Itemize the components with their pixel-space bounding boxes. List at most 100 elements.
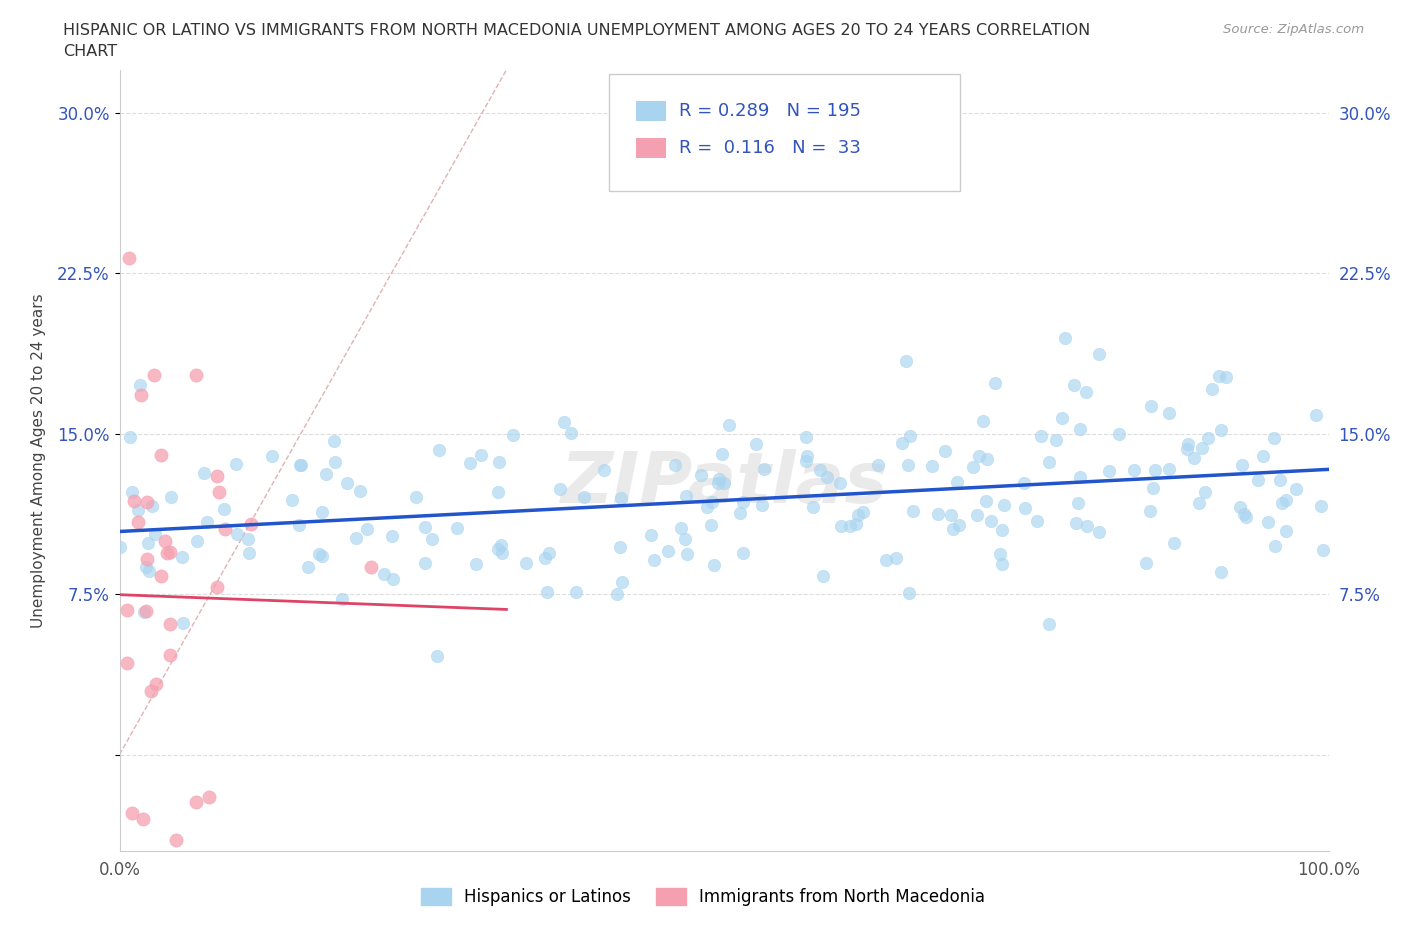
Point (794, 430, 817, 445)
Point (323, 454, 346, 469)
Point (1285, 482, 1308, 497)
Point (538, 545, 561, 560)
Point (939, 508, 962, 523)
Point (308, 547, 330, 562)
Point (972, 413, 994, 428)
Point (311, 548, 333, 563)
Point (108, 539, 131, 554)
Point (565, 585, 588, 600)
Point (336, 475, 359, 490)
Point (983, 376, 1005, 391)
Point (420, 532, 443, 547)
Point (553, 414, 575, 429)
Point (138, 564, 160, 578)
Point (288, 518, 311, 533)
Point (349, 484, 371, 498)
Text: ZIPatlas: ZIPatlas (561, 449, 887, 518)
Point (976, 451, 998, 466)
Point (754, 461, 776, 476)
Point (927, 506, 949, 521)
FancyBboxPatch shape (636, 138, 666, 157)
Point (128, 377, 150, 392)
Point (794, 454, 817, 469)
Point (886, 551, 908, 565)
Point (173, 876, 195, 891)
Point (980, 514, 1002, 529)
Point (1188, 495, 1211, 510)
Point (948, 518, 970, 533)
Text: CHART: CHART (63, 44, 117, 59)
Point (405, 490, 427, 505)
Point (239, 517, 262, 532)
Point (675, 547, 697, 562)
Point (186, 367, 208, 382)
Point (184, 794, 207, 809)
Point (1268, 473, 1291, 488)
Point (1247, 472, 1270, 487)
Point (127, 514, 149, 529)
Point (1194, 485, 1216, 499)
Point (572, 489, 595, 504)
Point (801, 499, 824, 514)
Point (1108, 427, 1130, 442)
Point (903, 503, 925, 518)
Point (991, 523, 1014, 538)
Point (593, 462, 616, 477)
Point (713, 476, 735, 491)
Point (464, 557, 486, 572)
Text: Source: ZipAtlas.com: Source: ZipAtlas.com (1223, 23, 1364, 36)
Point (875, 552, 897, 567)
Point (934, 444, 956, 458)
Point (1310, 498, 1333, 513)
Point (1182, 450, 1205, 465)
Point (703, 558, 725, 573)
Point (921, 458, 943, 473)
Point (486, 485, 509, 499)
Point (808, 462, 831, 477)
Point (1257, 514, 1279, 529)
Point (214, 522, 236, 537)
Point (1067, 496, 1090, 511)
Point (664, 458, 686, 472)
Point (115, 603, 138, 618)
Point (1271, 496, 1294, 511)
Point (700, 518, 723, 533)
Point (149, 568, 172, 583)
Point (330, 591, 353, 606)
Point (1263, 431, 1285, 445)
Point (1063, 378, 1085, 392)
Point (1045, 433, 1067, 448)
Point (745, 437, 768, 452)
Text: R =  0.116   N =  33: R = 0.116 N = 33 (679, 139, 862, 157)
Point (988, 547, 1011, 562)
Point (536, 584, 558, 599)
Point (142, 367, 165, 382)
Point (846, 508, 869, 523)
Point (830, 518, 852, 533)
Point (815, 469, 838, 484)
Point (141, 498, 163, 513)
Point (671, 521, 693, 536)
Point (1098, 464, 1121, 479)
Point (1069, 470, 1091, 485)
Point (131, 811, 153, 826)
Point (942, 522, 965, 537)
Point (156, 546, 179, 561)
Point (728, 505, 751, 520)
Point (344, 531, 367, 546)
Point (946, 474, 969, 489)
Text: HISPANIC OR LATINO VS IMMIGRANTS FROM NORTH MACEDONIA UNEMPLOYMENT AMONG AGES 20: HISPANIC OR LATINO VS IMMIGRANTS FROM NO… (63, 23, 1091, 38)
Point (751, 498, 773, 512)
Point (136, 551, 159, 566)
Point (838, 519, 860, 534)
Point (1274, 524, 1296, 538)
Point (1050, 410, 1073, 425)
Point (1208, 368, 1230, 383)
Point (966, 507, 988, 522)
Point (129, 388, 152, 403)
Point (356, 522, 378, 537)
Point (489, 538, 512, 552)
Point (297, 559, 319, 574)
Point (1038, 455, 1060, 470)
Point (1197, 431, 1219, 445)
